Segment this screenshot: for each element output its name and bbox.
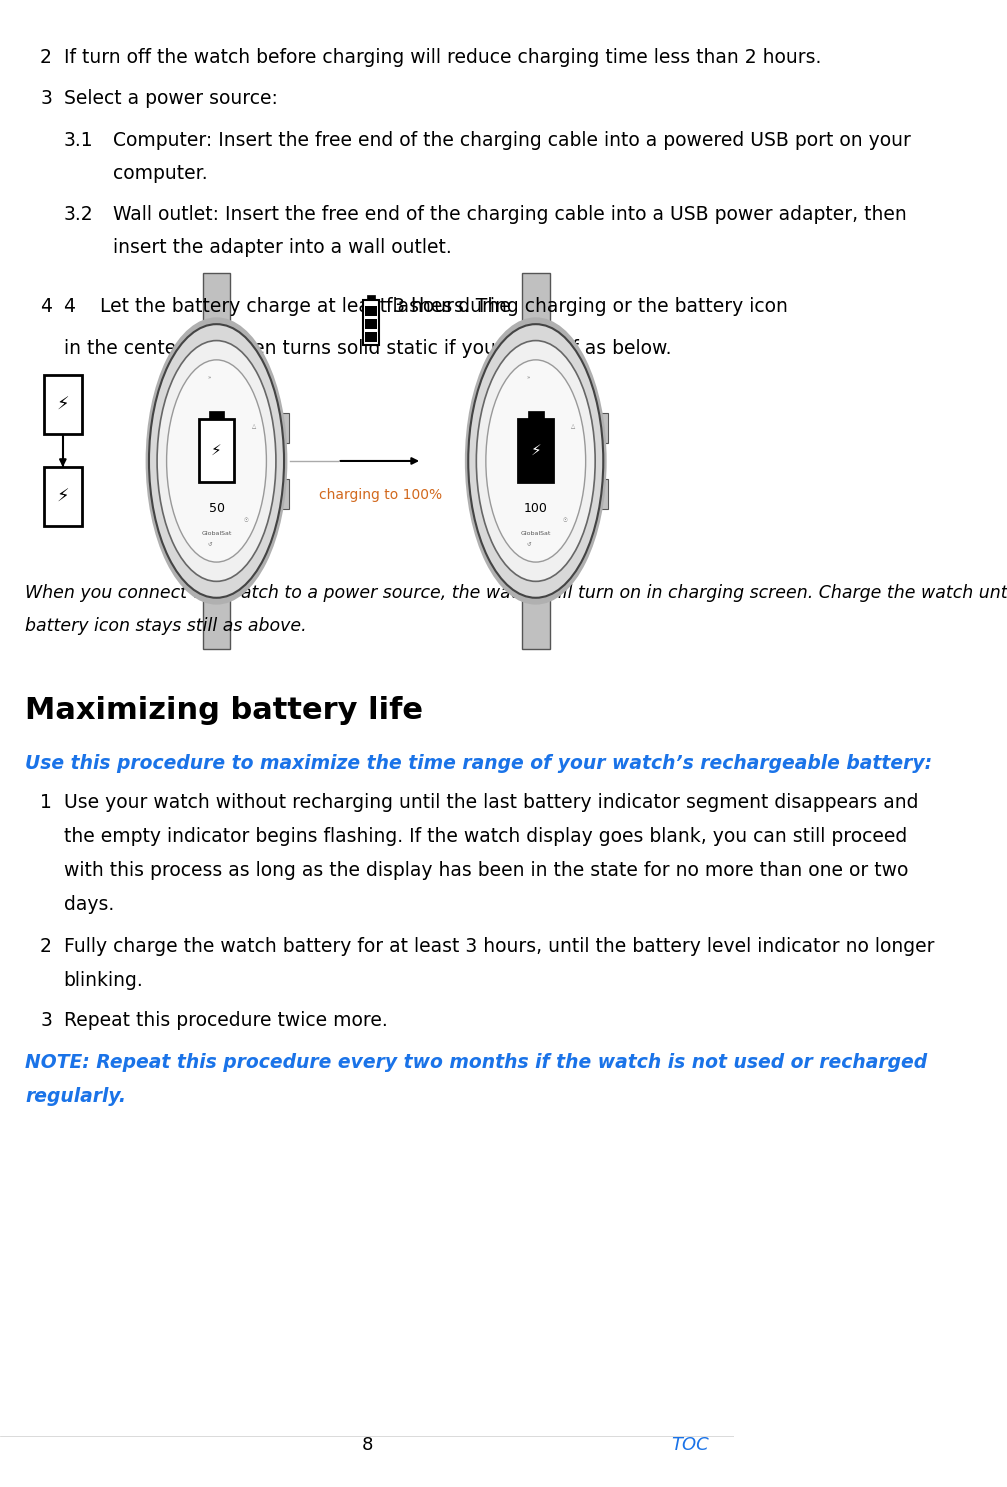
Text: 2: 2	[40, 48, 52, 67]
FancyBboxPatch shape	[522, 587, 550, 650]
Circle shape	[468, 324, 603, 598]
Text: blinking.: blinking.	[63, 971, 143, 990]
Text: regularly.: regularly.	[25, 1087, 127, 1106]
FancyBboxPatch shape	[600, 413, 608, 443]
FancyBboxPatch shape	[202, 272, 231, 335]
Text: NOTE: Repeat this procedure every two months if the watch is not used or recharg: NOTE: Repeat this procedure every two mo…	[25, 1053, 927, 1072]
Text: 3.2: 3.2	[63, 205, 94, 225]
Text: »: »	[527, 376, 531, 381]
Text: ☉: ☉	[563, 517, 568, 523]
Text: Select a power source:: Select a power source:	[63, 89, 278, 109]
Text: △: △	[252, 422, 256, 428]
Text: Use your watch without recharging until the last battery indicator segment disap: Use your watch without recharging until …	[63, 793, 918, 812]
Text: ⚡: ⚡	[211, 443, 222, 458]
Text: If turn off the watch before charging will reduce charging time less than 2 hour: If turn off the watch before charging wi…	[63, 48, 821, 67]
Circle shape	[149, 324, 284, 598]
Text: 4    Let the battery charge at least 3 hours. The: 4 Let the battery charge at least 3 hour…	[63, 297, 511, 317]
FancyBboxPatch shape	[522, 272, 550, 335]
Circle shape	[166, 360, 267, 562]
Text: Use this procedure to maximize the time range of your watch’s rechargeable batte: Use this procedure to maximize the time …	[25, 754, 932, 773]
Text: ⚡: ⚡	[531, 443, 541, 458]
Text: battery icon stays still as above.: battery icon stays still as above.	[25, 617, 307, 635]
Text: charging to 100%: charging to 100%	[318, 488, 442, 501]
FancyBboxPatch shape	[365, 332, 378, 342]
Text: TOC: TOC	[671, 1436, 709, 1454]
Text: »: »	[207, 376, 211, 381]
Text: 4: 4	[40, 297, 52, 317]
Text: Wall outlet: Insert the free end of the charging cable into a USB power adapter,: Wall outlet: Insert the free end of the …	[114, 205, 907, 225]
Text: in the center of screen turns solid static if your turn off as below.: in the center of screen turns solid stat…	[63, 339, 671, 358]
Circle shape	[157, 341, 276, 581]
FancyBboxPatch shape	[208, 410, 225, 419]
Text: with this process as long as the display has been in the state for no more than : with this process as long as the display…	[63, 861, 908, 880]
Text: 3.1: 3.1	[63, 131, 94, 150]
Text: the empty indicator begins flashing. If the watch display goes blank, you can st: the empty indicator begins flashing. If …	[63, 827, 907, 846]
FancyBboxPatch shape	[365, 320, 378, 329]
Circle shape	[476, 341, 595, 581]
Text: 3: 3	[40, 1011, 52, 1030]
Text: 50: 50	[208, 503, 225, 515]
Text: ↺: ↺	[207, 541, 211, 546]
Text: computer.: computer.	[114, 164, 208, 183]
Text: flashes during charging or the battery icon: flashes during charging or the battery i…	[387, 297, 788, 317]
Text: 8: 8	[362, 1436, 373, 1454]
FancyBboxPatch shape	[519, 419, 554, 482]
Text: insert the adapter into a wall outlet.: insert the adapter into a wall outlet.	[114, 238, 452, 257]
Text: 2: 2	[40, 937, 52, 956]
Text: 100: 100	[524, 503, 548, 515]
Text: ⚡: ⚡	[56, 488, 69, 506]
Text: When you connect the watch to a power source, the watch will turn on in charging: When you connect the watch to a power so…	[25, 584, 1007, 602]
FancyBboxPatch shape	[363, 300, 380, 345]
Text: ↺: ↺	[527, 541, 531, 546]
Text: GlobalSat: GlobalSat	[521, 531, 551, 537]
FancyBboxPatch shape	[365, 306, 378, 317]
Text: Fully charge the watch battery for at least 3 hours, until the battery level ind: Fully charge the watch battery for at le…	[63, 937, 934, 956]
Text: ⚡: ⚡	[56, 396, 69, 413]
Circle shape	[465, 317, 606, 605]
Text: Repeat this procedure twice more.: Repeat this procedure twice more.	[63, 1011, 388, 1030]
Text: days.: days.	[63, 895, 114, 915]
FancyBboxPatch shape	[43, 375, 82, 434]
Text: 3: 3	[40, 89, 52, 109]
FancyBboxPatch shape	[528, 410, 544, 419]
Text: △: △	[571, 422, 575, 428]
Circle shape	[485, 360, 586, 562]
FancyBboxPatch shape	[281, 413, 289, 443]
Text: GlobalSat: GlobalSat	[201, 531, 232, 537]
FancyBboxPatch shape	[199, 419, 234, 482]
FancyBboxPatch shape	[367, 294, 376, 300]
Text: Maximizing battery life: Maximizing battery life	[25, 696, 423, 726]
Text: ☉: ☉	[244, 517, 249, 523]
FancyBboxPatch shape	[43, 467, 82, 526]
Circle shape	[146, 317, 287, 605]
Text: Computer: Insert the free end of the charging cable into a powered USB port on y: Computer: Insert the free end of the cha…	[114, 131, 911, 150]
FancyBboxPatch shape	[281, 479, 289, 509]
FancyBboxPatch shape	[202, 587, 231, 650]
FancyBboxPatch shape	[600, 479, 608, 509]
Text: 1: 1	[40, 793, 52, 812]
